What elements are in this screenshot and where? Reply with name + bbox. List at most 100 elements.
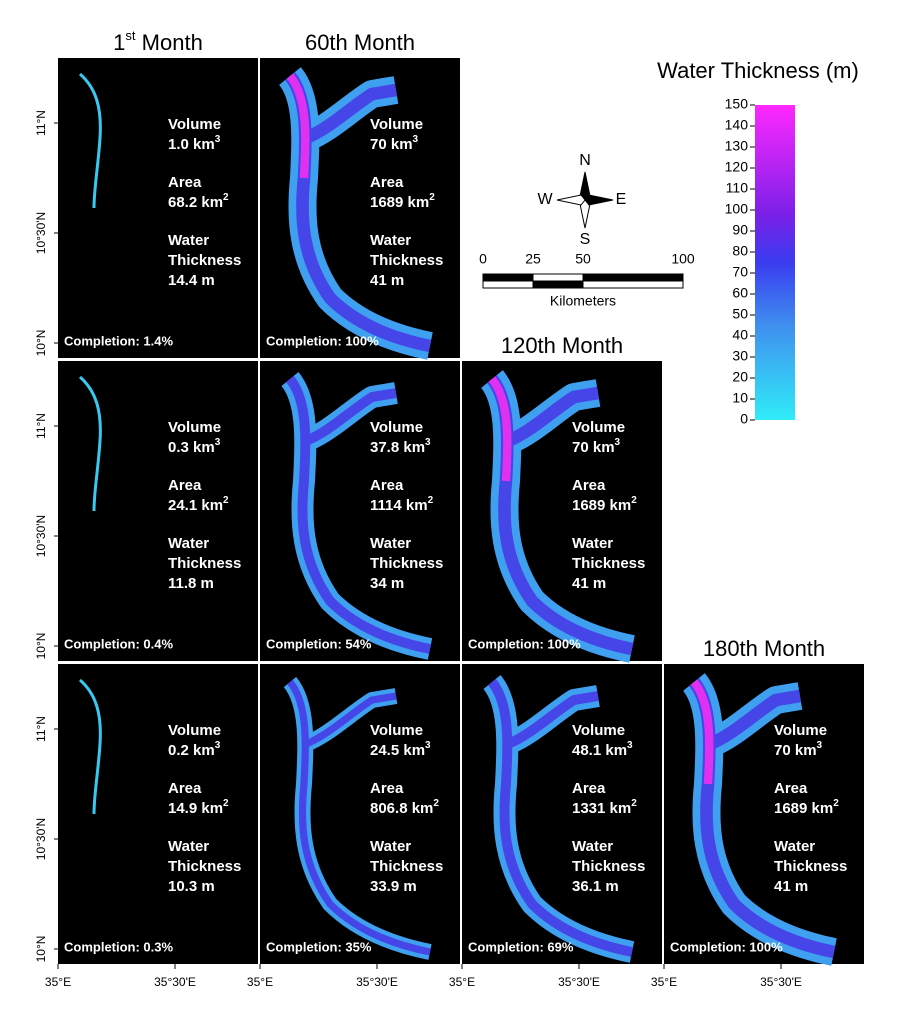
colorbar-tick-label: 110 bbox=[726, 180, 749, 196]
completion: Completion: 69% bbox=[468, 939, 574, 954]
volume-value-sup: 3 bbox=[425, 740, 431, 751]
area-label: Area bbox=[370, 477, 404, 494]
scale-segment bbox=[532, 280, 584, 289]
thickness-value: 33.9 m bbox=[370, 878, 417, 895]
completion: Completion: 35% bbox=[266, 939, 372, 954]
volume-value-text: 24.5 km bbox=[370, 742, 425, 759]
area-value: 806.8 km2 bbox=[370, 798, 439, 817]
area-value-sup: 2 bbox=[833, 798, 839, 809]
map-panel bbox=[260, 58, 460, 360]
colorbar-tick-label: 150 bbox=[725, 96, 749, 112]
scale-segment bbox=[582, 280, 684, 289]
completion: Completion: 0.3% bbox=[64, 939, 174, 954]
volume-value: 1.0 km3 bbox=[168, 134, 221, 153]
longitude-label: 35°30'E bbox=[154, 975, 196, 989]
scale-segment bbox=[482, 273, 534, 282]
map-panel bbox=[664, 664, 864, 966]
area-value-text: 68.2 km bbox=[168, 194, 223, 211]
water-label: Water bbox=[370, 232, 411, 249]
area-value-sup: 2 bbox=[223, 495, 229, 506]
area-value: 1689 km2 bbox=[572, 495, 637, 514]
thickness-value: 14.4 m bbox=[168, 272, 215, 289]
thickness-value: 11.8 m bbox=[168, 575, 214, 592]
column-title-text: 120th Month bbox=[501, 333, 623, 358]
water-label: Water bbox=[572, 535, 613, 552]
compass-rose bbox=[556, 171, 614, 229]
completion: Completion: 0.4% bbox=[64, 636, 174, 651]
thickness-label: Thickness bbox=[774, 858, 847, 875]
completion: Completion: 100% bbox=[266, 333, 379, 348]
thickness-label: Thickness bbox=[168, 555, 241, 572]
thickness-label: Thickness bbox=[168, 252, 241, 269]
colorbar-tick-label: 90 bbox=[732, 222, 748, 238]
area-label: Area bbox=[572, 477, 606, 494]
area-label: Area bbox=[370, 780, 404, 797]
compass-n: N bbox=[579, 152, 591, 169]
column-title: 1st Month bbox=[113, 28, 203, 55]
latitude-label: 11°N bbox=[34, 110, 48, 136]
area-value: 1331 km2 bbox=[572, 798, 637, 817]
map-panel bbox=[58, 664, 258, 964]
thickness-value: 41 m bbox=[572, 575, 606, 592]
area-value-sup: 2 bbox=[223, 192, 229, 203]
thickness-label: Thickness bbox=[370, 555, 443, 572]
latitude-label: 11°N bbox=[34, 413, 48, 439]
colorbar-tick-label: 80 bbox=[732, 243, 748, 259]
water-label: Water bbox=[168, 232, 209, 249]
longitude-label: 35°E bbox=[651, 975, 677, 989]
longitude-label: 35°30'E bbox=[760, 975, 802, 989]
colorbar-tick-label: 120 bbox=[725, 159, 749, 175]
panel-background bbox=[58, 664, 258, 964]
area-label: Area bbox=[168, 780, 202, 797]
column-title-sup: st bbox=[125, 28, 136, 43]
latitude-label: 10°30'N bbox=[34, 818, 48, 860]
area-value-sup: 2 bbox=[433, 798, 439, 809]
map-panel bbox=[260, 361, 460, 661]
volume-value-text: 70 km bbox=[370, 136, 413, 153]
colorbar-tick-label: 130 bbox=[725, 138, 749, 154]
compass-e: E bbox=[616, 191, 627, 208]
latitude-label: 10°30'N bbox=[34, 515, 48, 557]
column-title: 60th Month bbox=[305, 30, 415, 55]
reservoir bbox=[78, 375, 102, 512]
latitude-label: 11°N bbox=[34, 716, 48, 742]
area-value-text: 1331 km bbox=[572, 800, 631, 817]
area-value-text: 1689 km bbox=[774, 800, 833, 817]
volume-value-sup: 3 bbox=[413, 134, 419, 145]
water-label: Water bbox=[168, 535, 209, 552]
area-value-text: 806.8 km bbox=[370, 800, 433, 817]
volume-value-sup: 3 bbox=[425, 437, 431, 448]
reservoir-deep bbox=[285, 375, 431, 654]
colorbar-tick-label: 50 bbox=[732, 306, 748, 322]
area-label: Area bbox=[774, 780, 808, 797]
thickness-value: 41 m bbox=[370, 272, 404, 289]
colorbar bbox=[755, 105, 795, 420]
volume-value-sup: 3 bbox=[215, 437, 221, 448]
map-panel bbox=[462, 361, 662, 663]
longitude-label: 35°30'E bbox=[558, 975, 600, 989]
scale-label: 0 bbox=[479, 251, 487, 267]
column-title-text: 180th Month bbox=[703, 636, 825, 661]
volume-value-text: 0.2 km bbox=[168, 742, 215, 759]
area-value: 1114 km2 bbox=[370, 495, 434, 514]
colorbar-tick-label: 20 bbox=[732, 369, 748, 385]
volume-label: Volume bbox=[370, 722, 423, 739]
reservoir-deepest bbox=[690, 679, 714, 785]
scale-label: 100 bbox=[671, 251, 695, 267]
volume-value-text: 1.0 km bbox=[168, 136, 215, 153]
volume-label: Volume bbox=[572, 419, 625, 436]
volume-value-text: 37.8 km bbox=[370, 439, 425, 456]
volume-value-sup: 3 bbox=[615, 437, 621, 448]
scale-segment bbox=[532, 273, 584, 282]
water-label: Water bbox=[168, 838, 209, 855]
area-value: 24.1 km2 bbox=[168, 495, 229, 514]
column-title: 180th Month bbox=[703, 636, 825, 661]
volume-label: Volume bbox=[572, 722, 625, 739]
volume-label: Volume bbox=[370, 116, 423, 133]
volume-label: Volume bbox=[774, 722, 827, 739]
thickness-label: Thickness bbox=[572, 555, 645, 572]
longitude-label: 35°E bbox=[247, 975, 273, 989]
completion: Completion: 100% bbox=[670, 939, 783, 954]
map-panel bbox=[58, 361, 258, 661]
